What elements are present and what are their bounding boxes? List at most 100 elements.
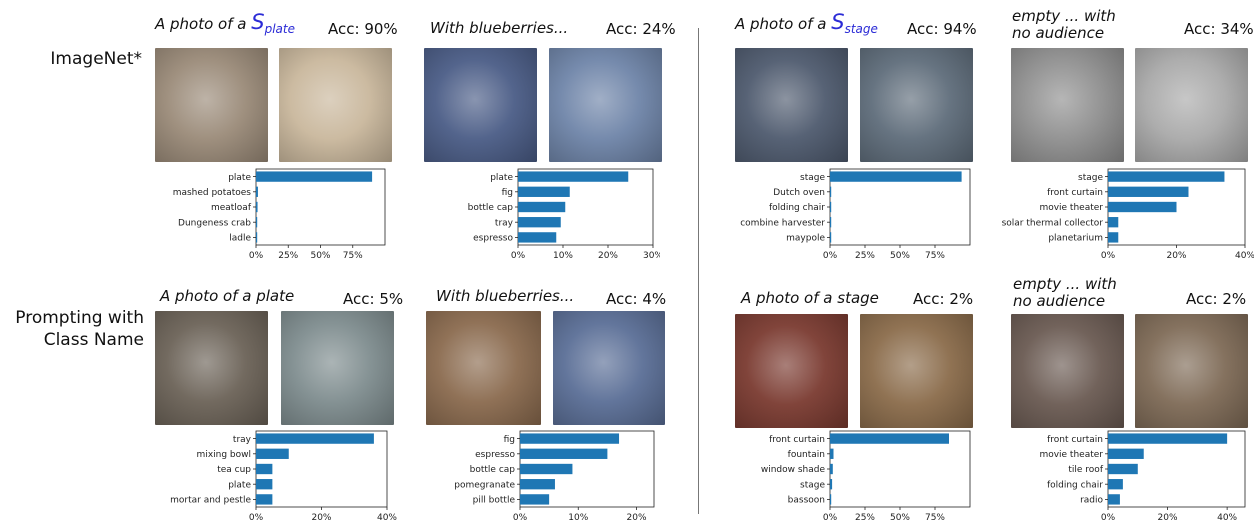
bar-chart: front curtain movie theater tile roof foldi… <box>1039 430 1246 523</box>
panel-caption: With blueberries... <box>430 20 568 37</box>
caption-text: A photo of a stage <box>741 289 879 307</box>
accuracy-label: Acc: 34% <box>1184 20 1254 38</box>
bar <box>1108 494 1120 505</box>
x-tick-label: 10% <box>553 251 573 261</box>
category-label: radio <box>1080 496 1103 506</box>
example-photo <box>735 48 848 162</box>
bar <box>520 448 608 459</box>
x-tick-label: 20% <box>598 251 618 261</box>
category-label: pill bottle <box>473 496 516 506</box>
category-label: plate <box>228 173 251 183</box>
x-tick-label: 25% <box>855 513 875 523</box>
category-label: movie theater <box>1039 203 1103 213</box>
bar-chart: fig espresso bottle cap pomegranate pill bot… <box>454 430 655 523</box>
bar-chart: plate fig bottle cap tray espresso 0% 10% 20% 30… <box>468 168 660 261</box>
x-tick-label: 40% <box>1217 513 1237 523</box>
caption-text: With blueberries... <box>436 287 575 305</box>
category-label: espresso <box>475 450 515 460</box>
caption-symbol: S <box>251 10 265 34</box>
bar <box>1108 463 1138 475</box>
example-photo <box>1011 48 1124 162</box>
bar <box>256 433 374 444</box>
category-label: front curtain <box>1047 188 1103 198</box>
bar <box>1108 479 1123 490</box>
bar <box>518 232 557 243</box>
bar <box>830 186 832 197</box>
category-label: meatloaf <box>211 203 252 213</box>
category-label: folding chair <box>1047 480 1103 490</box>
accuracy-label: Acc: 2% <box>1186 290 1247 308</box>
panel-caption: A photo of a plate <box>160 288 294 305</box>
category-label: tea cup <box>217 465 251 475</box>
accuracy-label: Acc: 24% <box>606 20 676 38</box>
panel-caption: empty ... with no audience <box>1013 276 1123 310</box>
accuracy-label: Acc: 5% <box>343 290 404 308</box>
caption-text: With blueberries... <box>430 19 569 37</box>
example-photo <box>553 311 665 425</box>
bar <box>830 494 832 505</box>
accuracy-label: Acc: 4% <box>606 290 667 308</box>
panel-caption: A photo of a Sstage <box>735 12 878 38</box>
bar <box>520 433 620 444</box>
bar <box>518 171 629 182</box>
bar <box>256 232 258 243</box>
category-label: Dutch oven <box>773 188 825 198</box>
example-photo <box>281 311 394 425</box>
x-tick-label: 0% <box>249 513 264 523</box>
category-label: plate <box>490 173 513 183</box>
bar <box>830 217 832 228</box>
panel-caption: A photo of a Splate <box>155 12 295 38</box>
category-label: fig <box>502 188 513 198</box>
category-label: ladle <box>229 234 251 244</box>
category-label: front curtain <box>1047 435 1103 445</box>
bar <box>518 201 566 213</box>
bar <box>256 171 373 182</box>
category-label: mashed potatoes <box>173 188 252 198</box>
example-photo <box>1135 48 1248 162</box>
bar <box>256 217 258 228</box>
x-tick-label: 10% <box>568 513 588 523</box>
x-tick-label: 20% <box>1158 513 1178 523</box>
example-photo <box>279 48 392 162</box>
category-label: fig <box>504 435 515 445</box>
bar <box>256 201 258 213</box>
caption-prefix: A photo of a <box>155 15 252 33</box>
row-label-text: ImageNet* <box>50 49 142 69</box>
accuracy-label: Acc: 2% <box>913 290 974 308</box>
x-tick-label: 20% <box>311 513 331 523</box>
category-label: solar thermal collector <box>1002 218 1104 228</box>
row-label-prompting: Prompting with Class Name <box>4 307 144 351</box>
column-divider <box>698 28 699 514</box>
caption-text: empty ... with no audience <box>1013 275 1117 310</box>
panel-caption: With blueberries... <box>436 288 574 305</box>
bar <box>1108 171 1225 182</box>
category-label: window shade <box>761 465 826 475</box>
category-label: stage <box>800 480 825 490</box>
example-photo <box>155 311 268 425</box>
category-label: folding chair <box>769 203 825 213</box>
x-tick-label: 25% <box>278 251 298 261</box>
panel-caption: A photo of a stage <box>741 290 879 307</box>
x-tick-label: 0% <box>823 251 838 261</box>
bar <box>830 479 833 490</box>
bar <box>830 171 962 182</box>
bar-chart: tray mixing bowl tea cup plate mortar and pe… <box>170 430 397 523</box>
bar <box>520 494 550 505</box>
x-tick-label: 75% <box>925 513 945 523</box>
x-tick-label: 50% <box>890 513 910 523</box>
x-tick-label: 50% <box>310 251 330 261</box>
x-tick-label: 0% <box>513 513 528 523</box>
x-tick-label: 75% <box>925 251 945 261</box>
example-photo <box>549 48 662 162</box>
category-label: bottle cap <box>468 203 514 213</box>
example-photo <box>155 48 268 162</box>
bar <box>520 479 555 490</box>
row-label-imagenet: ImageNet* <box>20 48 142 70</box>
bar <box>520 463 573 475</box>
bar <box>830 448 834 459</box>
bar-chart: stage front curtain movie theater solar the… <box>1002 168 1254 261</box>
category-label: movie theater <box>1039 450 1103 460</box>
category-label: mixing bowl <box>197 450 251 460</box>
x-tick-label: 25% <box>855 251 875 261</box>
caption-text: A photo of a plate <box>160 287 295 305</box>
